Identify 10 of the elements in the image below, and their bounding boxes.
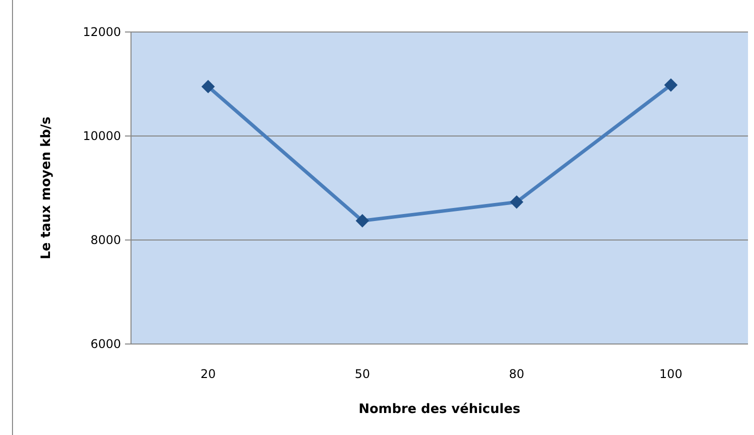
x-tick-label: 50	[354, 367, 370, 381]
y-tick-label: 10000	[82, 129, 121, 144]
y-tick-label: 12000	[82, 25, 121, 40]
y-axis-title: Le taux moyen kb/s	[39, 116, 54, 260]
y-tick-label: 8000	[90, 233, 121, 248]
x-axis-title: Nombre des véhicules	[358, 402, 521, 417]
x-tick-label: 20	[200, 367, 216, 381]
y-tick-label: 6000	[90, 337, 121, 352]
x-tick-label: 80	[508, 367, 524, 381]
x-tick-label: 100	[659, 367, 682, 381]
